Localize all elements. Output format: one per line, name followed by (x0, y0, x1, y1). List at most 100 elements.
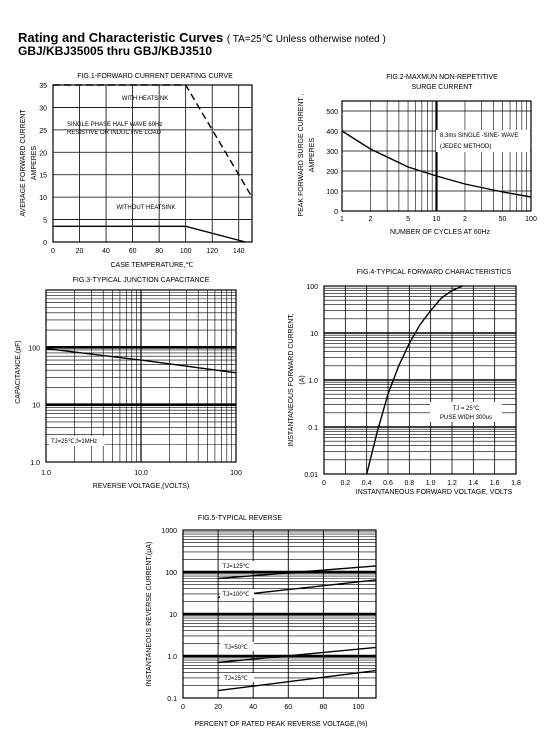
fig5-series-label-bg (220, 589, 254, 598)
fig4-series-line (366, 285, 463, 475)
fig3-ylabel: CAPACITANCE,(pF) (15, 340, 22, 404)
fig3-ytick-label: 100 (28, 345, 40, 352)
fig4-xtick-label: 0 (322, 480, 326, 487)
fig5-series-label: TJ=100℃ (223, 592, 250, 598)
fig5-series-label: TJ=25℃ (224, 676, 248, 682)
page-title-text: Rating and Characteristic Curves (18, 30, 224, 45)
fig5-xlabel: PERCENT OF RATED PEAK REVERSE VOLTAGE,(%… (195, 721, 368, 728)
fig1-xtick-label: 20 (76, 248, 84, 255)
fig3-annotation: TJ=25℃,f=1MHz (51, 439, 97, 445)
fig3-ytick-label: 10 (32, 403, 40, 410)
fig3-xtick-label: 100 (230, 470, 242, 477)
fig3-xtick-label: 10.0 (134, 470, 148, 477)
fig4-ytick-label: 1.0 (308, 378, 318, 385)
fig5-ytick-label: 1.0 (167, 654, 177, 661)
fig4-xlabel: INSTANTANEOUS FORWARD VOLTAGE, VOLTS (356, 489, 513, 496)
fig3-ytick-label: 1.0 (30, 460, 40, 467)
fig5-ylabel: INSTANTANEOUS REVERSE CURRENT,(μA) (146, 542, 153, 687)
fig2-ytick-label: 0 (334, 209, 338, 216)
fig3-series-line (45, 347, 237, 374)
fig5-xtick-label: 60 (284, 704, 292, 711)
fig1-xtick-label: 60 (129, 248, 137, 255)
fig2-xtick-label: 2 (463, 216, 467, 223)
fig1-xtick-label: 0 (51, 248, 55, 255)
fig2-annotation: (JEDEC METHOD) (440, 144, 491, 150)
fig3-xlabel: REVERSE VOLTAGE,(VOLTS) (93, 483, 189, 490)
fig4-xtick-label: 1.4 (468, 480, 478, 487)
fig4-annotation-bg (430, 402, 502, 422)
fig1-series-line (53, 225, 246, 243)
fig4-xtick-label: 1.2 (447, 480, 457, 487)
fig5-series-label-bg (220, 673, 254, 682)
fig1-annotation: WITH HEATSINK (122, 96, 169, 102)
fig2-ytick-label: 400 (326, 129, 338, 136)
fig1-ytick-label: 25 (39, 128, 47, 135)
fig2-xtick-label: 10 (433, 216, 441, 223)
fig4-annotation: PUSE WIDH 300us (440, 415, 492, 421)
fig4-title: FIG.4-TYPICAL FORWARD CHARACTERISTICS (357, 269, 512, 276)
fig1-ylabel: AVERAGE FORWARD CURRENT (20, 109, 27, 217)
fig2-annotation-bg (436, 130, 530, 152)
fig1-ylabel2: AMPERES (31, 146, 38, 181)
fig1-ytick-label: 15 (39, 173, 47, 180)
fig2-xtick-label: 1 (340, 216, 344, 223)
fig5-series-label: TJ=125℃ (223, 564, 250, 570)
fig1-ytick-label: 35 (39, 83, 47, 90)
fig2-series-line (341, 130, 532, 198)
fig2-annotation: 8.3ms SINGLE -SINE- WAVE (440, 133, 518, 139)
fig5-ytick-label: 1000 (161, 528, 177, 535)
fig1-xtick-label: 140 (233, 248, 245, 255)
fig2-xtick-label: 50 (499, 216, 507, 223)
fig4-ytick-label: 10 (310, 331, 318, 338)
fig5-ytick-label: 100 (165, 570, 177, 577)
fig4-plot-frame (323, 285, 517, 475)
fig4-xtick-label: 0.4 (362, 480, 372, 487)
fig4-xtick-label: 0.6 (383, 480, 393, 487)
fig5-xtick-label: 100 (353, 704, 365, 711)
fig5-series-line (218, 669, 377, 692)
fig4-ytick-label: 0.1 (308, 425, 318, 432)
fig2-title-line2: SURGE CURRENT (411, 84, 473, 91)
fig2-ytick-label: 300 (326, 149, 338, 156)
fig2-xtick-label: 100 (525, 216, 537, 223)
page-subtitle: GBJ/KBJ35005 thru GBJ/KBJ3510 (18, 44, 213, 58)
fig5-title: FIG.5-TYPICAL REVERSE (198, 515, 282, 522)
fig5-series-label: TJ=50℃ (224, 645, 248, 651)
fig4-xtick-label: 0.2 (340, 480, 350, 487)
fig2-xtick-label: 2 (368, 216, 372, 223)
fig1-ytick-label: 0 (43, 240, 47, 247)
fig4-xtick-label: 1.6 (490, 480, 500, 487)
fig1-xlabel: CASE TEMPERATURE,℃ (110, 262, 193, 269)
fig2-ytick-label: 200 (326, 169, 338, 176)
fig5-series-line (218, 565, 377, 580)
fig1-title: FIG.1-FORWARD CURRENT DERATING CURVE (77, 73, 233, 80)
fig4-ylabel2: (A) (299, 375, 306, 384)
fig2-title: FIG.2-MAXMUN NON-REPETITIVE (386, 74, 498, 81)
fig5-plot-frame (182, 529, 377, 699)
fig1-ytick-label: 5 (43, 218, 47, 225)
fig2-plot-frame (341, 100, 532, 212)
fig1-plot-frame (52, 84, 253, 243)
fig2-ytick-label: 500 (326, 109, 338, 116)
fig4-annotation: TJ = 25°C (453, 406, 481, 412)
fig1-xtick-label: 100 (180, 248, 192, 255)
fig1-xtick-label: 120 (206, 248, 218, 255)
fig1-annotation: SINGLE PHASE HALF WAVE 60Hz (67, 122, 162, 128)
fig1-ytick-label: 30 (39, 105, 47, 112)
fig3-plot-frame (45, 289, 237, 463)
fig1-series-line (53, 84, 253, 198)
fig3-title: FIG.3-TYPICAL JUNCTION CAPACITANCE (73, 277, 210, 284)
fig1-annotation: WITHOUT HEATSINK (116, 205, 175, 211)
page-title: Rating and Characteristic Curves ( TA=25… (18, 30, 386, 45)
page-title-note: ( TA=25℃ Unless otherwise noted ) (226, 34, 386, 45)
fig4-ylabel: INSTANTANEOUS FORWARD CURRENT, (288, 313, 295, 447)
fig2-xlabel: NUMBER OF CYCLES AT 60Hz (390, 229, 491, 236)
fig1-ytick-label: 10 (39, 195, 47, 202)
fig4-ytick-label: 0.01 (304, 472, 318, 479)
fig5-xtick-label: 20 (214, 704, 222, 711)
fig2-ylabel2: AMPERES (309, 138, 316, 173)
fig5-ytick-label: 0.1 (167, 696, 177, 703)
fig5-xtick-label: 80 (319, 704, 327, 711)
fig1-ytick-label: 20 (39, 150, 47, 157)
fig1-annotation: RESISTIVE OR INDUCTIVE LOAD (67, 130, 162, 136)
